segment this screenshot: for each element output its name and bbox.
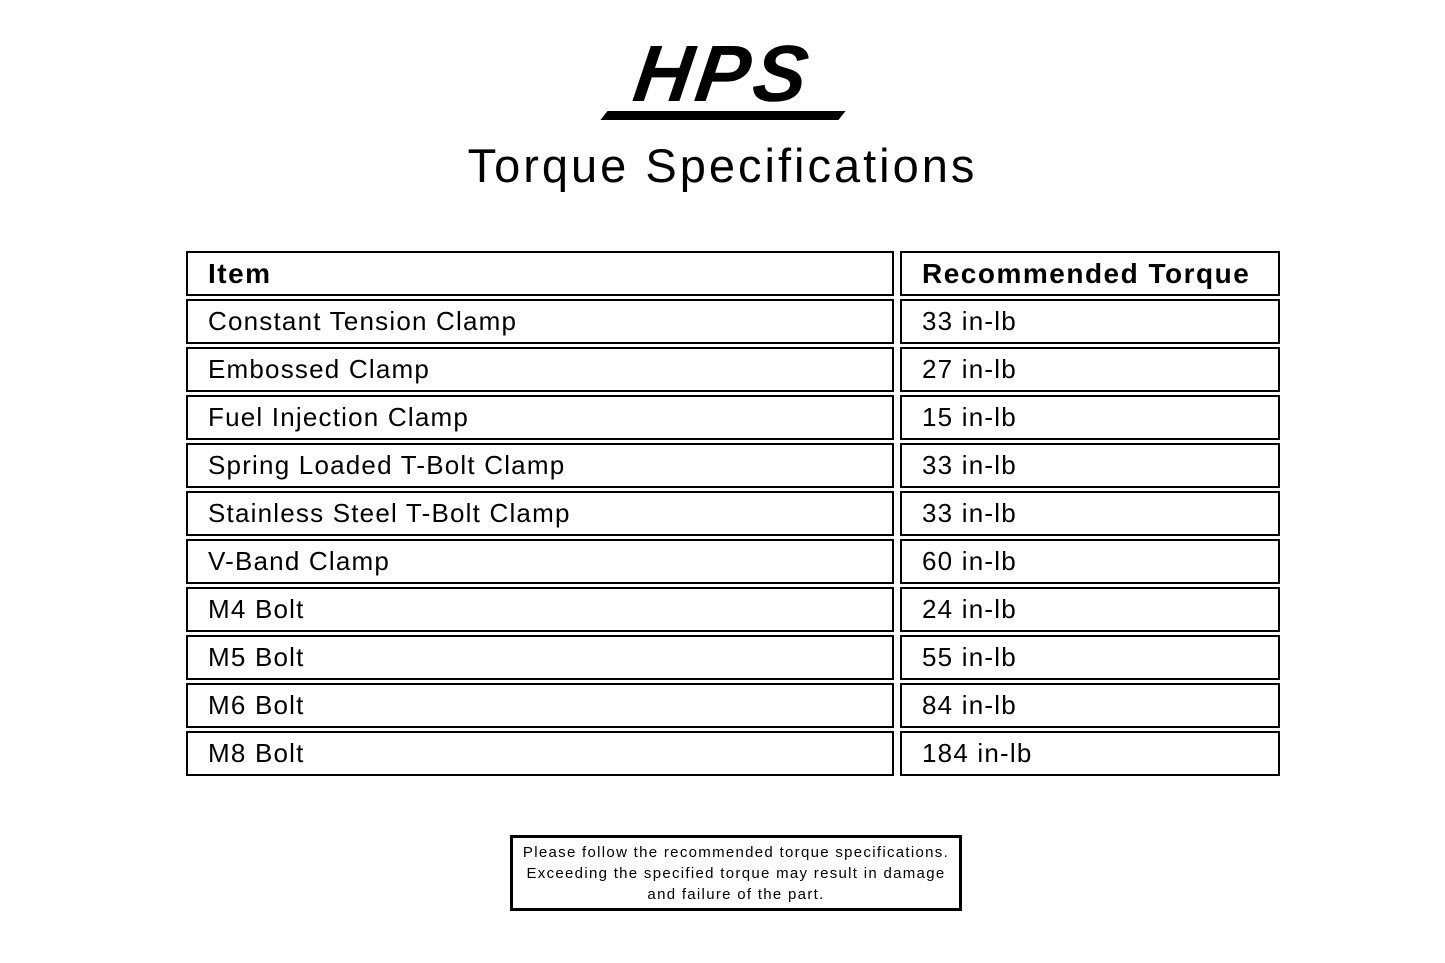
torque-spec-table: Item Recommended Torque Constant Tension… <box>180 248 1286 779</box>
item-cell: M8 Bolt <box>186 731 894 776</box>
table-row: M5 Bolt 55 in-lb <box>186 635 1280 680</box>
page-title: Torque Specifications <box>467 139 978 192</box>
table-header-row: Item Recommended Torque <box>186 251 1280 296</box>
torque-cell: 60 in-lb <box>900 539 1280 584</box>
torque-cell: 27 in-lb <box>900 347 1280 392</box>
torque-warning-note: Please follow the recommended torque spe… <box>510 835 962 911</box>
table-row: Stainless Steel T-Bolt Clamp 33 in-lb <box>186 491 1280 536</box>
item-cell: Embossed Clamp <box>186 347 894 392</box>
item-cell: Spring Loaded T-Bolt Clamp <box>186 443 894 488</box>
note-line: Please follow the recommended torque spe… <box>522 843 950 861</box>
item-cell: M6 Bolt <box>186 683 894 728</box>
table-row: M4 Bolt 24 in-lb <box>186 587 1280 632</box>
item-cell: V-Band Clamp <box>186 539 894 584</box>
torque-cell: 33 in-lb <box>900 443 1280 488</box>
item-cell: Stainless Steel T-Bolt Clamp <box>186 491 894 536</box>
table-row: Embossed Clamp 27 in-lb <box>186 347 1280 392</box>
torque-cell: 84 in-lb <box>900 683 1280 728</box>
torque-cell: 15 in-lb <box>900 395 1280 440</box>
table-row: Constant Tension Clamp 33 in-lb <box>186 299 1280 344</box>
item-cell: Fuel Injection Clamp <box>186 395 894 440</box>
hps-logo-text: HPS <box>628 29 818 118</box>
table-row: M6 Bolt 84 in-lb <box>186 683 1280 728</box>
header-item: Item <box>186 251 894 296</box>
torque-cell: 33 in-lb <box>900 299 1280 344</box>
torque-cell: 184 in-lb <box>900 731 1280 776</box>
item-cell: M4 Bolt <box>186 587 894 632</box>
table-row: Spring Loaded T-Bolt Clamp 33 in-lb <box>186 443 1280 488</box>
torque-cell: 24 in-lb <box>900 587 1280 632</box>
table-row: V-Band Clamp 60 in-lb <box>186 539 1280 584</box>
torque-cell: 55 in-lb <box>900 635 1280 680</box>
hps-logo-inner: HPS <box>599 29 846 120</box>
item-cell: Constant Tension Clamp <box>186 299 894 344</box>
table-row: M8 Bolt 184 in-lb <box>186 731 1280 776</box>
note-line: and failure of the part. <box>647 885 825 903</box>
item-cell: M5 Bolt <box>186 635 894 680</box>
hps-logo-underline <box>599 111 846 120</box>
header-recommended-torque: Recommended Torque <box>900 251 1280 296</box>
torque-cell: 33 in-lb <box>900 491 1280 536</box>
table-row: Fuel Injection Clamp 15 in-lb <box>186 395 1280 440</box>
note-line: Exceeding the specified torque may resul… <box>526 864 946 882</box>
hps-logo: HPS <box>0 29 1445 120</box>
